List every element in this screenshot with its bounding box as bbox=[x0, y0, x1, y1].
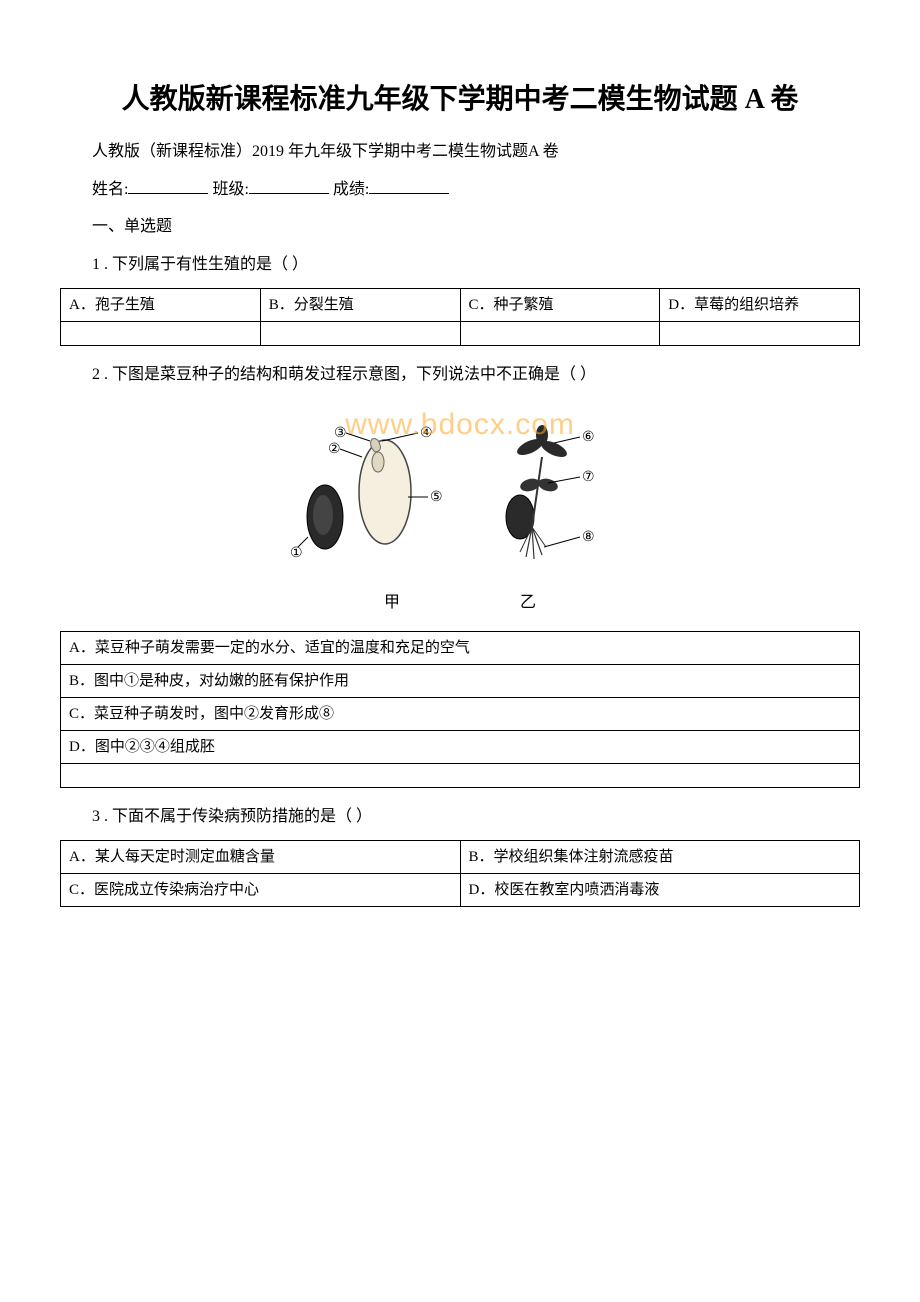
svg-text:①: ① bbox=[290, 546, 303, 561]
class-label: 班级: bbox=[212, 181, 248, 198]
score-label: 成绩: bbox=[333, 181, 369, 198]
fig-label-yi: 乙 bbox=[520, 590, 536, 616]
q2-option-b: B．图中①是种皮，对幼嫩的胚有保护作用 bbox=[61, 665, 860, 698]
svg-text:②: ② bbox=[328, 442, 341, 457]
svg-text:④: ④ bbox=[420, 426, 433, 441]
q3-option-b: B．学校组织集体注射流感疫苗 bbox=[460, 840, 860, 873]
table-cell bbox=[660, 321, 860, 345]
score-blank[interactable] bbox=[369, 178, 449, 194]
q3-option-d: D．校医在教室内喷洒消毒液 bbox=[460, 873, 860, 906]
q2-option-a: A．菜豆种子萌发需要一定的水分、适宜的温度和充足的空气 bbox=[61, 632, 860, 665]
svg-text:⑥: ⑥ bbox=[582, 430, 595, 445]
table-cell bbox=[61, 321, 261, 345]
q2-diagram: www.bdocx.com ① ② ③ ④ ⑤ bbox=[60, 397, 860, 615]
page-title: 人教版新课程标准九年级下学期中考二模生物试题 A 卷 bbox=[60, 80, 860, 119]
q2-options-table: A．菜豆种子萌发需要一定的水分、适宜的温度和充足的空气 B．图中①是种皮，对幼嫩… bbox=[60, 631, 860, 788]
q2-option-d: D．图中②③④组成胚 bbox=[61, 731, 860, 764]
name-blank[interactable] bbox=[128, 178, 208, 194]
q1-option-a: A．孢子生殖 bbox=[61, 288, 261, 321]
fig-label-jia: 甲 bbox=[384, 590, 400, 616]
section-heading: 一、单选题 bbox=[60, 214, 860, 240]
svg-text:③: ③ bbox=[334, 426, 347, 441]
seed-diagram-svg: ① ② ③ ④ ⑤ ⑥ bbox=[290, 397, 630, 577]
q1-text: 1 . 下列属于有性生殖的是（ ） bbox=[60, 252, 860, 278]
q3-option-a: A．某人每天定时测定血糖含量 bbox=[61, 840, 461, 873]
q1-option-b: B．分裂生殖 bbox=[260, 288, 460, 321]
class-blank[interactable] bbox=[249, 178, 329, 194]
table-cell bbox=[260, 321, 460, 345]
q1-option-d: D．草莓的组织培养 bbox=[660, 288, 860, 321]
svg-text:⑤: ⑤ bbox=[430, 490, 443, 505]
svg-text:⑧: ⑧ bbox=[582, 530, 595, 545]
q2-option-c: C．菜豆种子萌发时，图中②发育形成⑧ bbox=[61, 698, 860, 731]
intro-text: 人教版（新课程标准）2019 年九年级下学期中考二模生物试题A 卷 bbox=[60, 139, 860, 165]
q3-text: 3 . 下面不属于传染病预防措施的是（ ） bbox=[60, 804, 860, 830]
svg-text:⑦: ⑦ bbox=[582, 470, 595, 485]
q1-option-c: C．种子繁殖 bbox=[460, 288, 660, 321]
name-label: 姓名: bbox=[92, 181, 128, 198]
form-line: 姓名: 班级: 成绩: bbox=[60, 177, 860, 203]
q2-text: 2 . 下图是菜豆种子的结构和萌发过程示意图，下列说法中不正确是（ ） bbox=[60, 362, 860, 388]
q3-options-table: A．某人每天定时测定血糖含量 B．学校组织集体注射流感疫苗 C．医院成立传染病治… bbox=[60, 840, 860, 907]
table-cell bbox=[460, 321, 660, 345]
q3-option-c: C．医院成立传染病治疗中心 bbox=[61, 873, 461, 906]
q1-options-table: A．孢子生殖 B．分裂生殖 C．种子繁殖 D．草莓的组织培养 bbox=[60, 288, 860, 346]
table-cell bbox=[61, 764, 860, 788]
